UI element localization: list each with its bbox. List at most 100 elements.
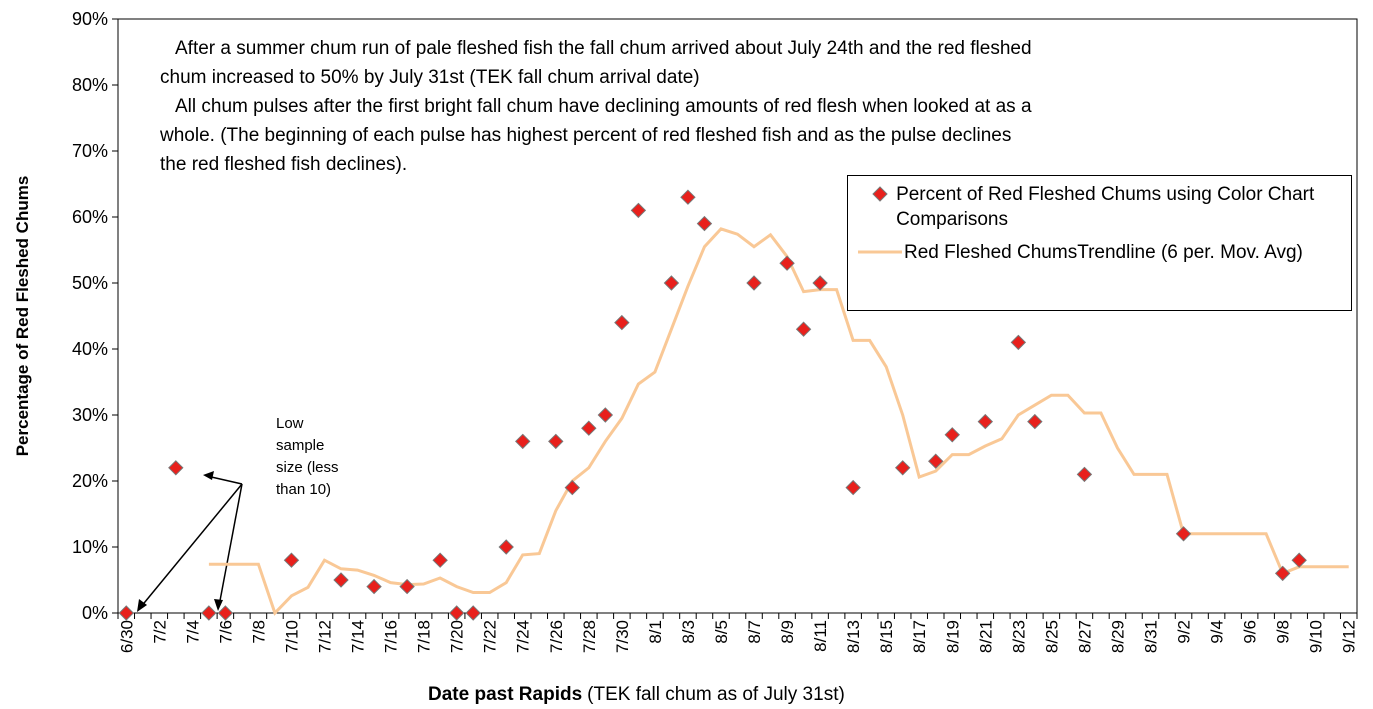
x-tick-label: 8/19	[943, 620, 962, 653]
note-line: Low	[276, 415, 304, 432]
data-point	[746, 275, 762, 291]
data-point	[366, 578, 382, 595]
x-tick-label: 8/13	[844, 620, 863, 653]
data-point	[498, 539, 514, 555]
x-tick-label: 7/28	[580, 620, 599, 653]
legend-symbol	[858, 250, 902, 254]
x-tick-label: 8/21	[976, 620, 995, 653]
x-tick-label: 7/22	[481, 620, 500, 653]
x-tick-label: 8/9	[778, 620, 797, 644]
x-tick-label: 8/23	[1009, 620, 1028, 653]
legend-label: Percent of Red Fleshed Chums using Color…	[896, 184, 1315, 230]
x-tick-label: 8/27	[1075, 620, 1094, 653]
arrow	[218, 483, 243, 607]
data-point	[168, 460, 184, 476]
x-tick-label: 7/20	[448, 620, 467, 653]
data-point	[432, 552, 448, 568]
data-point	[812, 275, 828, 291]
x-tick-label: 9/4	[1208, 620, 1227, 644]
y-tick-label: 60%	[72, 207, 108, 227]
x-tick-label: 7/16	[382, 620, 401, 653]
annotation-line: the red fleshed fish declines).	[160, 154, 407, 175]
note-line: size (less	[276, 459, 339, 476]
x-tick-label: 8/31	[1142, 620, 1161, 653]
x-tick-label: 7/30	[613, 620, 632, 653]
y-tick-label: 30%	[72, 405, 108, 425]
legend-entry: Red Fleshed ChumsTrendline (6 per. Mov. …	[856, 240, 1343, 265]
data-point	[1010, 334, 1027, 351]
x-tick-label: 7/26	[547, 620, 566, 653]
legend-marker	[872, 186, 888, 202]
x-tick-label: 8/11	[811, 620, 830, 652]
y-tick-label: 70%	[72, 141, 108, 161]
data-point	[217, 605, 234, 621]
note-line: sample	[276, 437, 324, 454]
legend-label: Red Fleshed ChumsTrendline (6 per. Mov. …	[904, 242, 1303, 263]
annotation-line: whole. (The beginning of each pulse has …	[159, 125, 1011, 146]
x-tick-label: 8/25	[1042, 620, 1061, 653]
y-tick-label: 10%	[72, 537, 108, 557]
legend-symbol	[872, 186, 888, 202]
annotation-line: chum increased to 50% by July 31st (TEK …	[160, 67, 700, 88]
plot-area	[117, 18, 1358, 614]
data-point	[515, 433, 531, 450]
data-point	[696, 215, 713, 232]
x-axis-note: (TEK fall chum as of July 31st)	[587, 684, 845, 705]
data-point	[1027, 413, 1043, 430]
x-tick-label: 8/3	[679, 620, 698, 644]
legend: Percent of Red Fleshed Chums using Color…	[847, 175, 1352, 311]
data-point	[977, 413, 994, 430]
y-tick-label: 40%	[72, 339, 108, 359]
data-point	[448, 605, 465, 621]
arrow	[206, 475, 243, 485]
x-tick-label: 9/10	[1307, 620, 1326, 653]
legend-entry: Percent of Red Fleshed Chums using Color…	[856, 182, 1343, 232]
data-point	[845, 479, 861, 496]
arrowhead	[137, 599, 147, 612]
data-point	[795, 321, 812, 337]
x-tick-label: 9/6	[1241, 620, 1260, 644]
x-axis-label: Date past Rapids (TEK fall chum as of Jul…	[428, 684, 845, 705]
y-tick-label: 80%	[72, 75, 108, 95]
data-point	[1175, 526, 1192, 542]
x-tick-label: 9/2	[1175, 620, 1194, 644]
x-tick-label: 8/7	[745, 620, 764, 644]
x-tick-label: 7/18	[415, 620, 434, 653]
note-line: than 10)	[276, 481, 331, 498]
data-point	[201, 605, 217, 621]
x-tick-label: 7/10	[282, 620, 301, 653]
note: Low sample size (less than 10)	[276, 415, 339, 498]
data-point	[1274, 565, 1291, 582]
data-point	[1076, 466, 1093, 483]
annotation-line: All chum pulses after the first bright f…	[175, 96, 1032, 117]
data-point	[283, 552, 300, 568]
y-tick-label: 90%	[72, 9, 108, 29]
x-tick-label: 6/30	[117, 620, 136, 653]
data-point	[564, 479, 581, 496]
x-tick-label: 7/4	[183, 620, 202, 644]
data-point	[779, 255, 795, 271]
data-point	[630, 202, 647, 219]
arrow	[139, 483, 243, 609]
x-tick-label: 7/14	[349, 620, 368, 653]
x-tick-label: 7/12	[316, 620, 335, 653]
x-tick-label: 8/15	[877, 620, 896, 653]
x-tick-label: 8/17	[910, 620, 929, 653]
data-point	[680, 189, 696, 205]
arrowheads	[137, 471, 223, 612]
data-point	[614, 314, 630, 331]
data-point	[581, 420, 597, 436]
arrowhead	[214, 599, 223, 611]
y-axis-label: Percentage of Red Fleshed Chums	[13, 176, 32, 457]
x-tick-label: 9/8	[1274, 620, 1293, 644]
x-tick-label: 8/5	[712, 620, 731, 644]
x-tick-label: 7/8	[249, 620, 268, 644]
y-tick-label: 0%	[82, 603, 108, 623]
data-point	[118, 605, 134, 621]
data-point	[944, 427, 960, 443]
data-point	[333, 572, 349, 588]
data-point	[928, 453, 944, 469]
data-point	[597, 407, 614, 423]
